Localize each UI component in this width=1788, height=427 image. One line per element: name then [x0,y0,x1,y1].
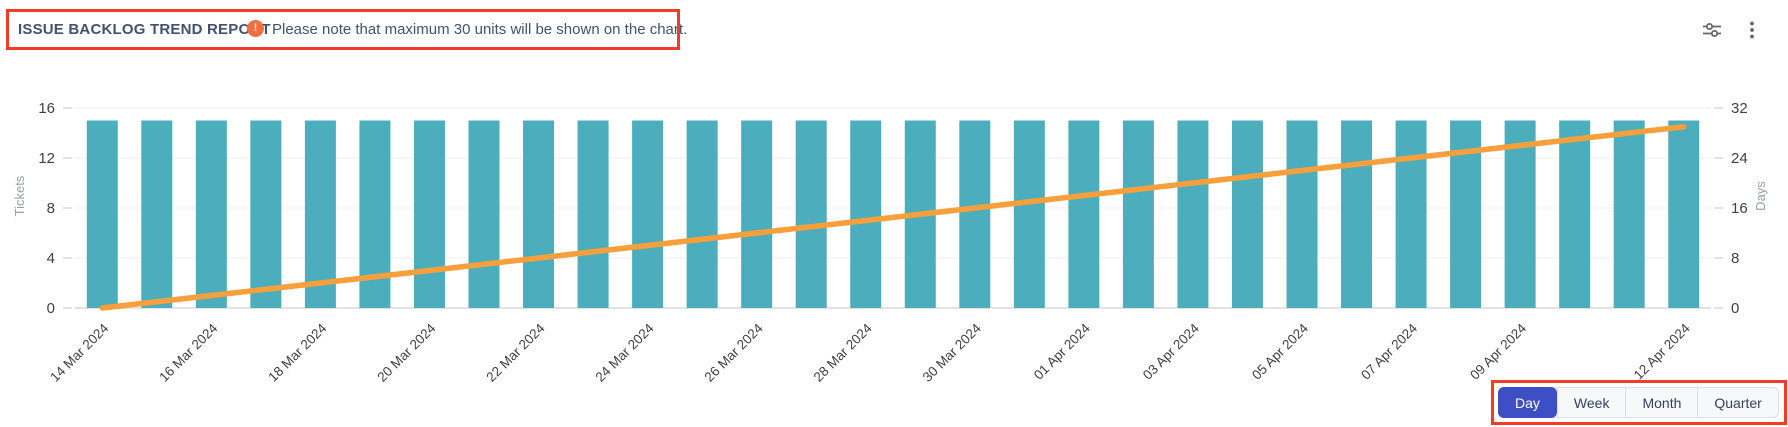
days-trend-line[interactable] [99,124,1687,311]
svg-text:14 Mar 2024: 14 Mar 2024 [47,320,112,385]
svg-text:12 Apr 2024: 12 Apr 2024 [1631,320,1693,382]
svg-text:4: 4 [47,250,55,267]
granularity-toggle: Day Week Month Quarter [1498,387,1779,418]
svg-text:0: 0 [47,300,55,317]
right-axis-name: Days [1753,181,1768,211]
svg-text:01 Apr 2024: 01 Apr 2024 [1031,320,1093,382]
svg-text:20 Mar 2024: 20 Mar 2024 [374,320,439,385]
svg-text:32: 32 [1731,100,1748,117]
kebab-menu-icon[interactable] [1738,16,1766,44]
granularity-day-button[interactable]: Day [1498,387,1557,418]
left-axis-name: Tickets [12,175,27,216]
svg-text:8: 8 [47,200,55,217]
svg-text:24 Mar 2024: 24 Mar 2024 [593,320,658,385]
widget-toolbar [1698,16,1766,44]
svg-text:18 Mar 2024: 18 Mar 2024 [265,320,330,385]
svg-text:12: 12 [38,150,55,167]
svg-text:24: 24 [1731,150,1748,167]
svg-text:03 Apr 2024: 03 Apr 2024 [1140,320,1202,382]
svg-text:26 Mar 2024: 26 Mar 2024 [702,320,767,385]
x-axis-labels: 14 Mar 2024 16 Mar 2024 18 Mar 2024 20 Mar … [47,320,1693,385]
granularity-week-button[interactable]: Week [1556,388,1626,417]
svg-text:30 Mar 2024: 30 Mar 2024 [920,320,985,385]
tickets-bars[interactable] [86,120,1700,309]
granularity-month-button[interactable]: Month [1625,388,1697,417]
svg-text:16: 16 [1731,200,1748,217]
svg-text:28 Mar 2024: 28 Mar 2024 [811,320,876,385]
sliders-icon[interactable] [1698,16,1726,44]
granularity-quarter-button[interactable]: Quarter [1697,388,1777,417]
svg-text:05 Apr 2024: 05 Apr 2024 [1249,320,1311,382]
svg-text:16: 16 [38,100,55,117]
svg-text:22 Mar 2024: 22 Mar 2024 [483,320,548,385]
alert-icon: ! [247,20,264,37]
svg-text:8: 8 [1731,250,1739,267]
report-title: ISSUE BACKLOG TREND REPORT [18,21,271,38]
svg-text:0: 0 [1731,300,1739,317]
max-units-note: Please note that maximum 30 units will b… [272,21,688,38]
svg-text:16 Mar 2024: 16 Mar 2024 [156,320,221,385]
svg-text:07 Apr 2024: 07 Apr 2024 [1358,320,1420,382]
svg-text:09 Apr 2024: 09 Apr 2024 [1467,320,1529,382]
gridlines: 0 4 8 12 16 0 8 16 24 32 [38,100,1747,317]
